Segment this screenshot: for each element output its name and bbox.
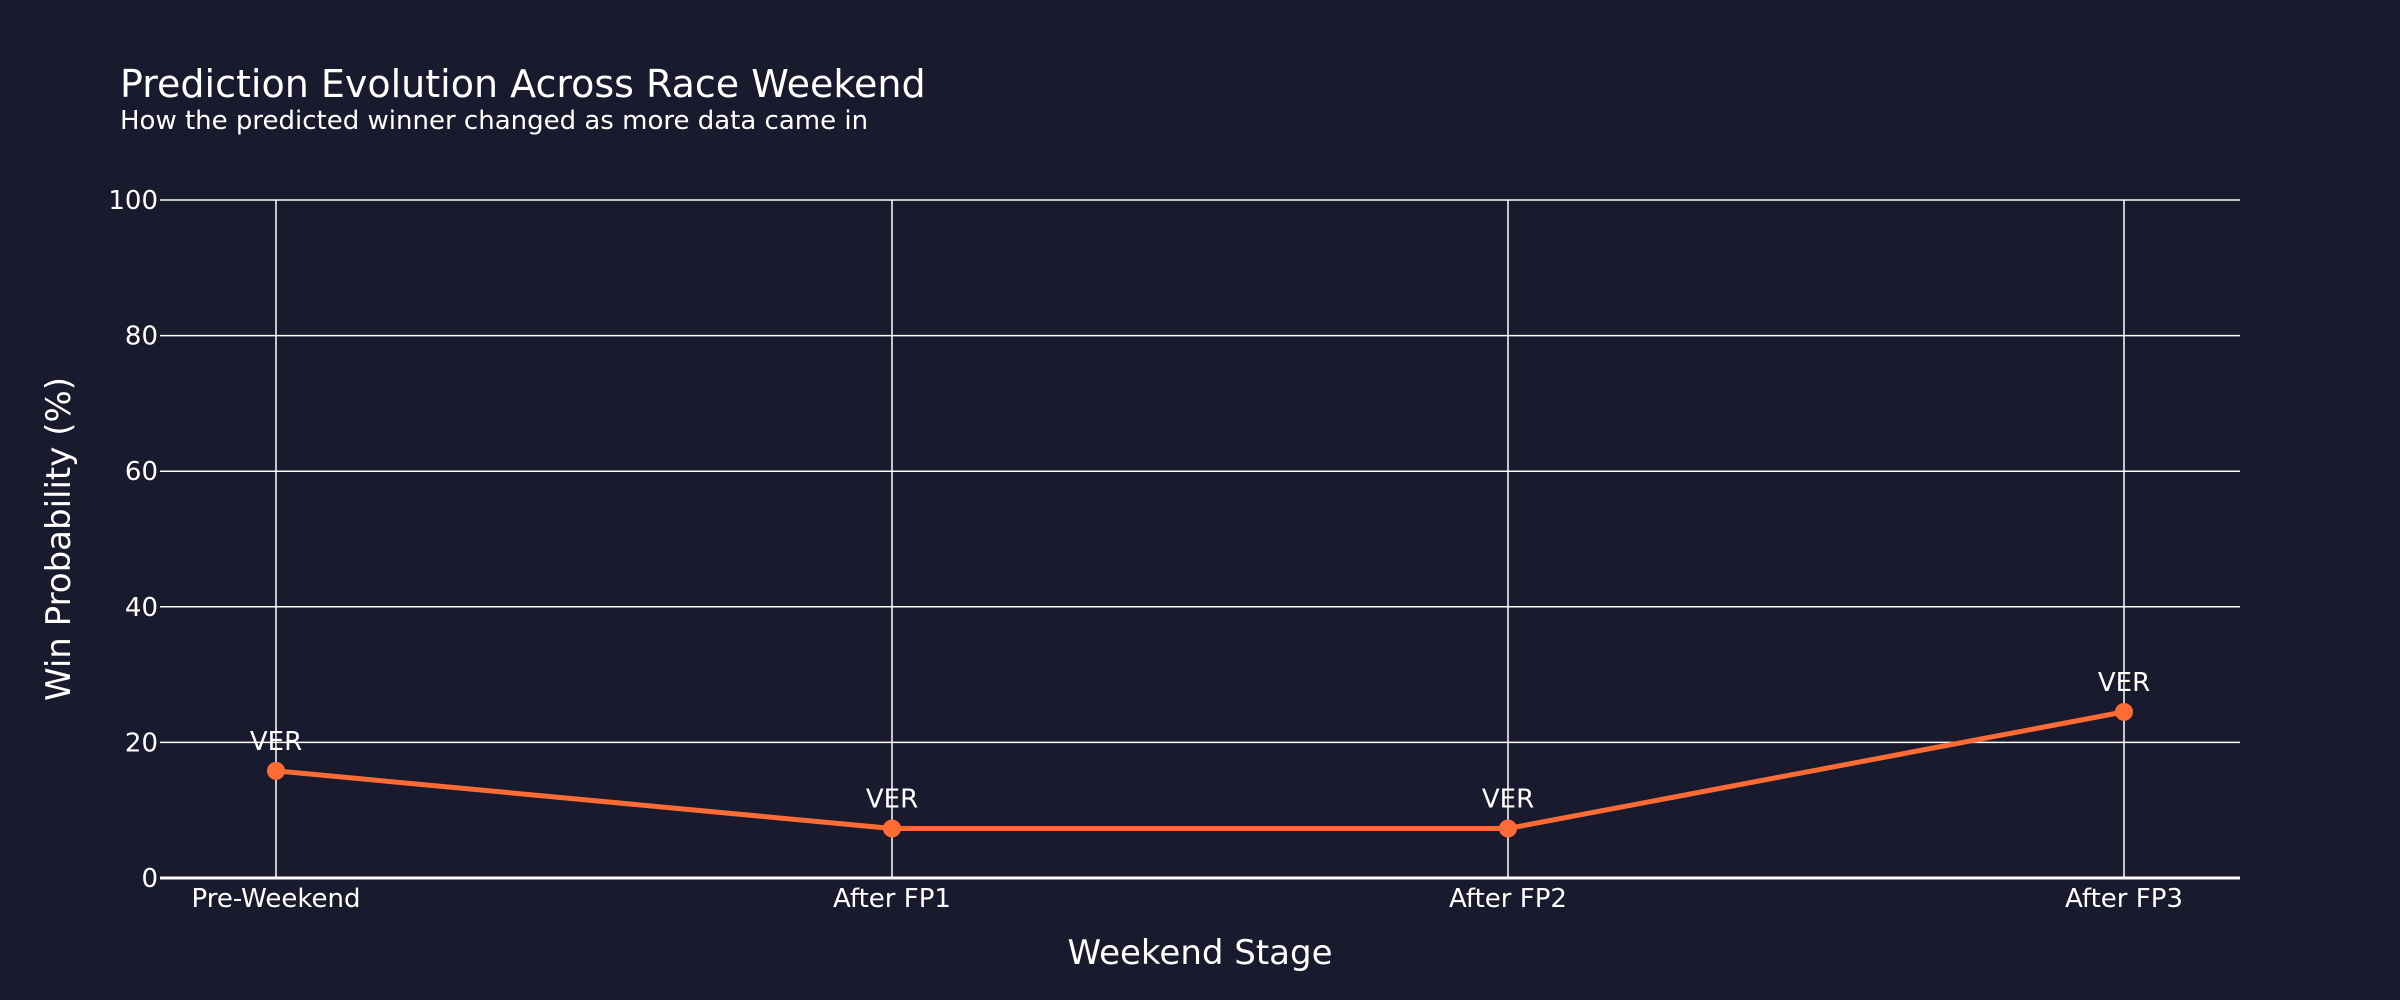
y-tick-label: 60 [125,457,158,487]
y-axis-label: Win Probability (%) [39,377,79,701]
chart-subtitle: How the predicted winner changed as more… [120,106,869,136]
data-point [2115,702,2133,721]
tick-labels: 0 20 40 60 80 100 Pre-Weekend After FP1 After FP… [108,186,2183,914]
x-tick-label: After FP2 [1449,884,1567,914]
series: VER VER VER VER [250,668,2150,838]
x-tick-label: After FP3 [2065,884,2183,914]
x-axis-label: Weekend Stage [1067,933,1332,973]
y-tick-label: 40 [125,593,158,623]
data-label: VER [1482,785,1534,815]
data-label: VER [866,785,918,815]
data-point [267,761,285,780]
y-tick-label: 20 [125,728,158,758]
x-tick-label: After FP1 [833,884,951,914]
series-line [275,709,2125,832]
data-point [1499,819,1517,838]
y-tick-label: 100 [108,186,158,216]
data-point [883,819,901,838]
y-tick-label: 80 [125,322,158,352]
grid-lines [160,199,2240,878]
x-tick-label: Pre-Weekend [192,884,361,914]
y-tick-label: 0 [141,864,158,894]
chart-title: Prediction Evolution Across Race Weekend [120,62,926,106]
data-label: VER [250,727,302,757]
data-label: VER [2098,668,2150,698]
